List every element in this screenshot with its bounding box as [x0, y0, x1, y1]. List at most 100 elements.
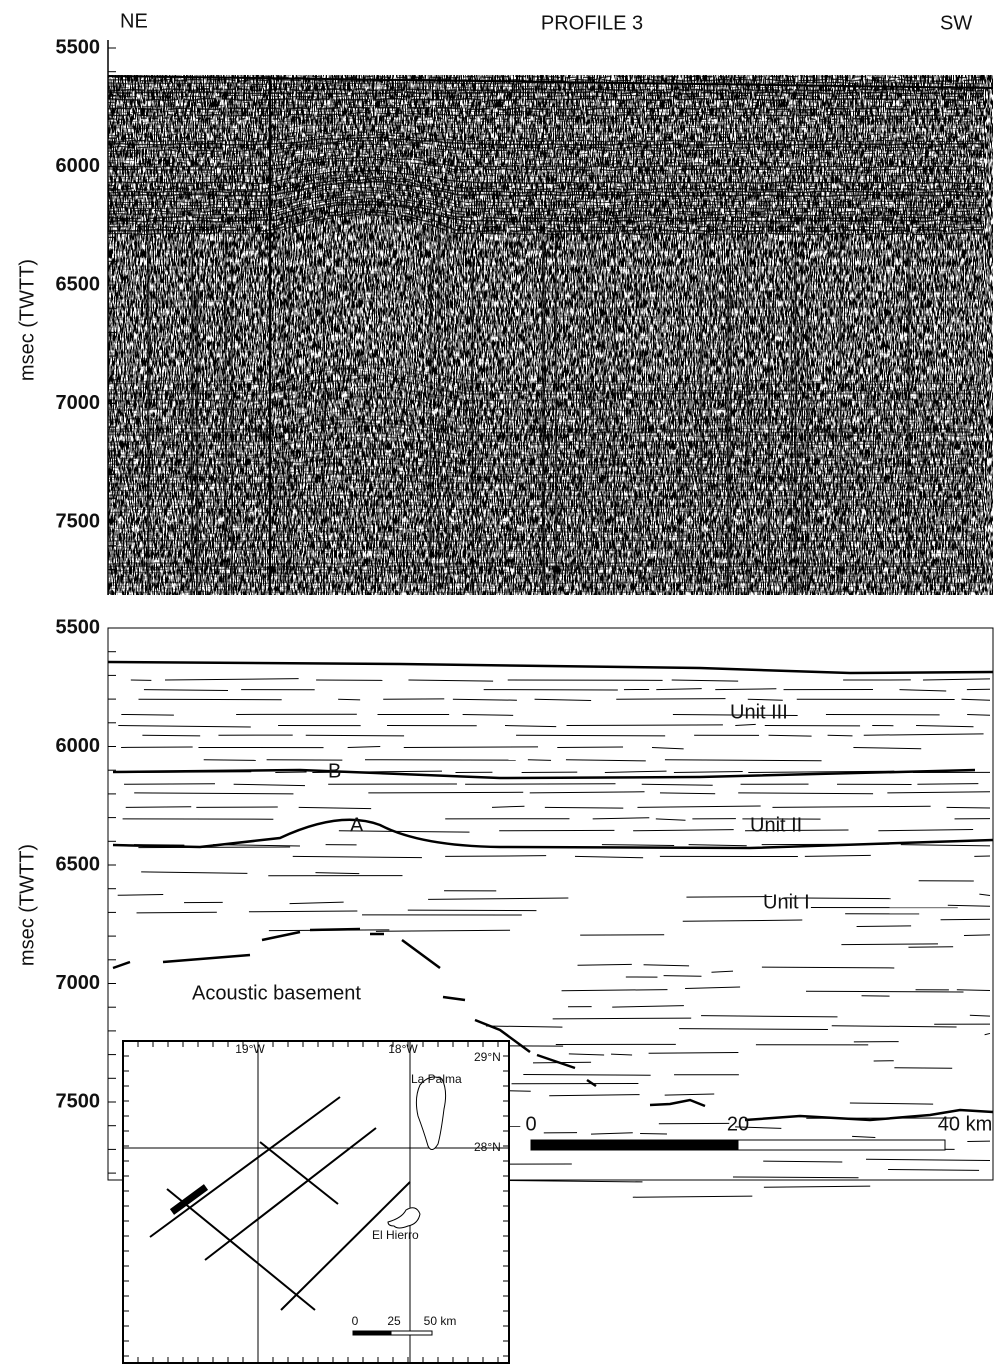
reflector-trace [967, 714, 990, 715]
reflector-trace [165, 679, 299, 680]
y-tick-label: 5500 [56, 616, 101, 638]
reflector-trace [535, 699, 592, 700]
reflector-trace [735, 724, 755, 725]
reflector-trace [605, 771, 667, 772]
y-tick-label: 7000 [56, 972, 101, 994]
reflector-trace [664, 976, 702, 977]
unit-label: Unit III [730, 701, 788, 723]
reflector-trace [204, 760, 256, 761]
reflector-trace [602, 845, 674, 846]
reflector-trace [649, 1053, 739, 1054]
reflector-trace [769, 735, 812, 736]
reflector-trace [137, 912, 217, 913]
reflector-trace [738, 793, 873, 794]
reflector-trace [961, 699, 990, 700]
reflector-trace [428, 898, 568, 899]
reflector-trace [121, 714, 174, 715]
reflector-trace [715, 689, 776, 690]
reflector-trace [213, 845, 300, 846]
reflector-trace [293, 856, 422, 857]
reflector-trace [640, 1133, 667, 1134]
reflector-trace [141, 872, 247, 873]
y-tick-label: 6500 [56, 853, 101, 875]
reflector-trace [957, 990, 990, 991]
reflector-trace [887, 792, 990, 793]
reflector-trace [917, 784, 978, 785]
reflector-trace [878, 829, 973, 830]
reflector-trace [486, 1026, 562, 1027]
reflector-trace [964, 935, 990, 936]
header-left: NE [120, 10, 148, 32]
unit-label: Acoustic basement [192, 982, 361, 1004]
reflector-trace [616, 699, 725, 700]
reflector-trace [733, 1177, 859, 1178]
reflector-trace [139, 699, 282, 700]
scale-label: 0 [525, 1113, 536, 1135]
reflector-trace [806, 991, 963, 992]
horizon-label: A [350, 814, 364, 836]
reflector-trace [894, 1068, 952, 1069]
reflector-trace [850, 1103, 933, 1104]
reflector-trace [923, 679, 990, 680]
island-label: El Hierro [372, 1228, 419, 1242]
reflector-trace [530, 792, 645, 793]
reflector-trace [575, 856, 643, 857]
reflector-trace [908, 947, 953, 948]
y-tick-label: 7500 [56, 510, 101, 532]
inset-scale-white [391, 1331, 432, 1335]
reflector-trace [368, 792, 523, 793]
reflector-trace [748, 699, 783, 700]
reflector-trace [644, 965, 690, 966]
reflector-trace [841, 944, 938, 945]
header-center: PROFILE 3 [541, 12, 643, 34]
reflector-trace [463, 714, 514, 715]
reflector-trace [665, 1094, 715, 1095]
reflector-trace [516, 735, 665, 736]
reflector-trace [492, 806, 524, 807]
reflector-trace [679, 1029, 828, 1030]
island-label: La Palma [411, 1072, 462, 1086]
reflector-trace [888, 1170, 979, 1171]
reflector-trace [453, 699, 517, 700]
lat-label: 29°N [474, 1050, 501, 1064]
reflector-trace [523, 1075, 650, 1076]
y-tick-label: 7000 [56, 392, 101, 414]
reflector-trace [772, 806, 930, 807]
reflector-trace [899, 690, 946, 691]
reflector-trace [234, 784, 305, 785]
reflector-trace [376, 930, 510, 931]
reflector-trace [941, 919, 990, 920]
reflector-trace [121, 747, 193, 748]
reflector-trace [505, 726, 556, 727]
reflector-trace [642, 784, 713, 785]
inset-scale-label: 25 [387, 1314, 401, 1328]
reflector-trace [408, 910, 537, 911]
reflector-trace [138, 847, 290, 848]
reflector-trace [866, 1159, 990, 1160]
y-tick-label: 6500 [56, 273, 101, 295]
reflector-trace [656, 819, 686, 820]
reflector-trace [562, 990, 668, 991]
y-tick-label: 7500 [56, 1090, 101, 1112]
reflector-trace [124, 784, 215, 785]
reflector-trace [553, 1018, 692, 1019]
reflector-trace [633, 1196, 752, 1197]
reflector-trace [306, 735, 404, 736]
reflector-trace [408, 680, 493, 681]
reflector-trace [549, 1095, 639, 1096]
reflector-trace [665, 760, 822, 761]
horizon-label: B [328, 760, 341, 782]
reflector-trace [533, 1062, 591, 1063]
reflector-trace [545, 807, 623, 808]
reflector-trace [857, 926, 912, 927]
reflector-trace [947, 807, 990, 808]
reflector-trace [134, 793, 293, 794]
reflector-trace [901, 845, 990, 846]
unit-label: Unit II [750, 814, 802, 836]
reflector-trace [805, 855, 871, 856]
reflector-trace [269, 930, 389, 931]
inset-scale-label: 50 km [424, 1314, 457, 1328]
reflector-trace [916, 726, 973, 727]
reflector-trace [591, 1133, 633, 1134]
